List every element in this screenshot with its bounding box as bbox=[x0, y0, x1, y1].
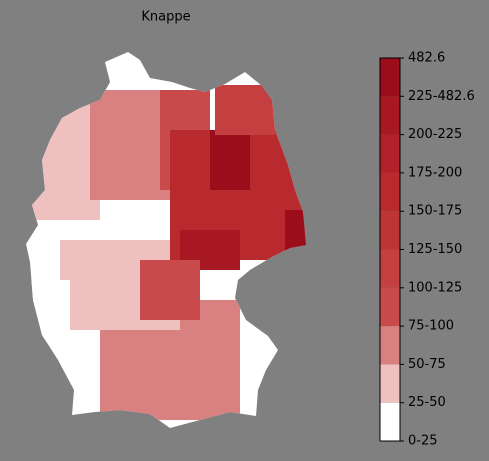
colorbar-label: 482.6 bbox=[408, 51, 445, 66]
colorbar-segment bbox=[380, 326, 400, 365]
colorbar-segment bbox=[380, 172, 400, 212]
colorbar-segment bbox=[380, 96, 400, 135]
colorbar-segment bbox=[380, 134, 400, 173]
colorbar-label: 75-100 bbox=[408, 319, 454, 334]
colorbar-label: 0-25 bbox=[408, 434, 438, 449]
colorbar-label: 100-125 bbox=[408, 280, 462, 295]
region bbox=[140, 260, 200, 320]
colorbar-label: 25-50 bbox=[408, 395, 446, 410]
region bbox=[285, 210, 306, 250]
colorbar-label: 50-75 bbox=[408, 357, 446, 372]
colorbar-segment bbox=[380, 249, 400, 288]
colorbar-segment bbox=[380, 211, 400, 250]
colorbar-label: 150-175 bbox=[408, 204, 462, 219]
colorbar-segment bbox=[380, 364, 400, 403]
map-title: Knappe bbox=[141, 10, 190, 25]
colorbar: 0-25 25-50 50-75 75-100 100-125 125-150 150-17… bbox=[379, 51, 475, 449]
colorbar-label: 200-225 bbox=[408, 127, 462, 142]
colorbar-label: 225-482.6 bbox=[408, 89, 475, 104]
colorbar-segment bbox=[380, 287, 400, 327]
region bbox=[210, 130, 250, 190]
colorbar-label: 175-200 bbox=[408, 165, 462, 180]
region bbox=[100, 330, 180, 420]
map-regions bbox=[26, 52, 306, 428]
region bbox=[90, 90, 170, 200]
region bbox=[215, 85, 275, 135]
colorbar-segment bbox=[380, 402, 400, 441]
colorbar-label: 125-150 bbox=[408, 242, 462, 257]
colorbar-segment bbox=[380, 58, 400, 97]
